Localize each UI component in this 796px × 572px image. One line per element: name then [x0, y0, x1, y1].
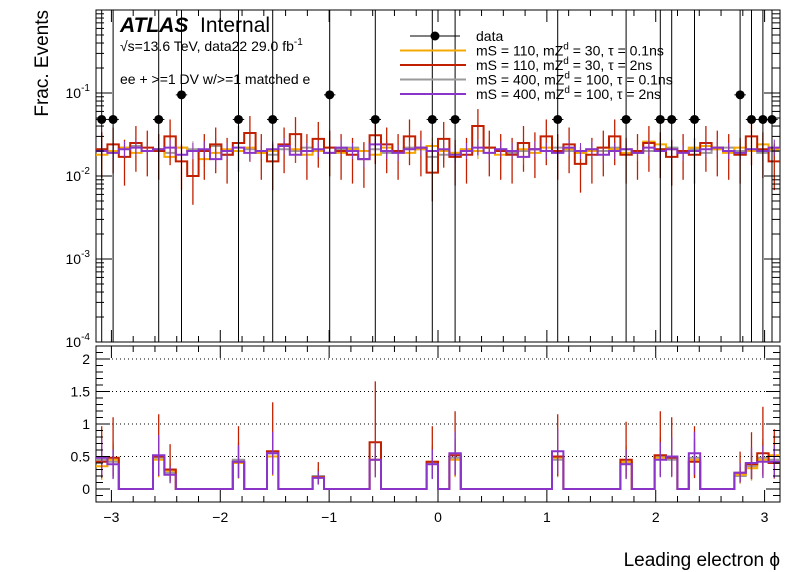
- legend-label-tail: = 30, τ = 0.1ns: [569, 43, 664, 59]
- data-point: [370, 114, 380, 124]
- legend-label-main: mS = 110, mZ: [476, 57, 564, 73]
- y-tick-label: 10-1: [66, 83, 91, 101]
- data-point: [427, 114, 437, 124]
- y-tick-label-base: 10: [66, 334, 82, 350]
- legend-label-main: data: [476, 28, 503, 44]
- legend-s3-label: mS = 400, mZd = 100, τ = 0.1ns: [476, 71, 673, 88]
- y-tick-label-exponent: -1: [81, 83, 90, 94]
- energy-lumi-text: √s=13.6 TeV, data22 29.0 fb: [120, 38, 294, 54]
- legend-label-sub: d: [564, 71, 570, 82]
- energy-lumi-label: √s=13.6 TeV, data22 29.0 fb-1: [120, 37, 303, 54]
- atlas-label: ATLAS: [119, 14, 188, 37]
- legend-s1-label: mS = 110, mZd = 30, τ = 0.1ns: [476, 42, 664, 59]
- data-point: [667, 114, 677, 124]
- x-tick-label: −3: [103, 509, 119, 525]
- data-point: [177, 90, 186, 100]
- data-point: [234, 114, 243, 124]
- ratio-y-tick-label: 1.5: [71, 384, 91, 400]
- data-point: [767, 114, 777, 124]
- legend-data-label: data: [476, 28, 503, 44]
- y-tick-label: 10-2: [66, 166, 91, 184]
- y-tick-label-exponent: -2: [81, 166, 90, 177]
- y-tick-label-base: 10: [66, 85, 82, 101]
- data-point: [325, 90, 335, 100]
- main-panel-axes: 10-410-310-210-1: [66, 10, 780, 350]
- ratio-s4-histogram: [96, 450, 780, 490]
- data-point: [108, 114, 118, 124]
- legend-label-sub: d: [564, 85, 570, 96]
- ratio-histograms: [96, 381, 780, 490]
- data-point: [735, 90, 745, 100]
- x-tick-label: 0: [434, 509, 442, 525]
- legend-label-tail: = 100, τ = 2ns: [570, 86, 661, 102]
- y-tick-label: 10-3: [66, 249, 91, 267]
- x-tick-label: −1: [321, 509, 337, 525]
- y-axis-title: Frac. Events: [32, 10, 53, 117]
- legend-data-marker: [430, 31, 440, 41]
- data-points: [96, 10, 778, 342]
- data-point: [758, 114, 768, 124]
- data-point: [154, 114, 164, 124]
- y-tick-label: 10-4: [66, 332, 91, 350]
- x-tick-label: 3: [761, 509, 769, 525]
- data-point: [450, 114, 460, 124]
- data-point: [621, 114, 631, 124]
- main-histogram-panel: 10-410-310-210-1 ATLAS Internal √s=13.6 …: [66, 9, 781, 350]
- atlas-status-label: Internal: [200, 14, 270, 37]
- ratio-panel-axes: 0 0.5 1 1.5 2 −3 −2 −1 0 1 2 3: [71, 346, 780, 525]
- legend-s2-label: mS = 110, mZd = 30, τ = 2ns: [476, 56, 652, 73]
- data-point: [747, 114, 756, 124]
- y-tick-label-base: 10: [66, 251, 82, 267]
- ratio-y-tick-label: 1: [82, 416, 90, 432]
- legend-label-main: mS = 400, mZ: [476, 72, 565, 88]
- y-tick-label-exponent: -3: [81, 249, 90, 260]
- legend-label-main: mS = 400, mZ: [476, 86, 565, 102]
- energy-lumi-superscript: -1: [294, 37, 303, 48]
- ratio-y-tick-label: 2: [82, 351, 90, 367]
- x-tick-label: 2: [652, 509, 660, 525]
- data-point: [690, 114, 699, 124]
- data-point: [97, 114, 107, 124]
- legend-s4-label: mS = 400, mZd = 100, τ = 2ns: [476, 85, 661, 102]
- data-point: [655, 114, 665, 124]
- legend-label-main: mS = 110, mZ: [476, 43, 564, 59]
- selection-label: ee + >=1 DV w/>=1 matched e: [120, 71, 311, 87]
- ratio-y-tick-label: 0: [82, 481, 90, 497]
- y-tick-label-base: 10: [66, 168, 82, 184]
- legend-label-tail: = 30, τ = 2ns: [569, 57, 652, 73]
- ratio-panel: 0 0.5 1 1.5 2 −3 −2 −1 0 1 2 3: [71, 345, 781, 525]
- legend-label-sub: d: [563, 56, 569, 67]
- series-s4-histogram: [96, 143, 780, 161]
- ratio-y-tick-label: 0.5: [71, 449, 91, 465]
- x-tick-label: −2: [212, 509, 228, 525]
- data-point: [268, 114, 278, 124]
- data-point: [553, 114, 563, 124]
- x-axis-title: Leading electron ϕ: [624, 550, 780, 571]
- y-tick-label-exponent: -4: [81, 332, 90, 343]
- x-tick-label: 1: [543, 509, 551, 525]
- legend-label-tail: = 100, τ = 0.1ns: [570, 72, 673, 88]
- legend-label-sub: d: [563, 42, 569, 53]
